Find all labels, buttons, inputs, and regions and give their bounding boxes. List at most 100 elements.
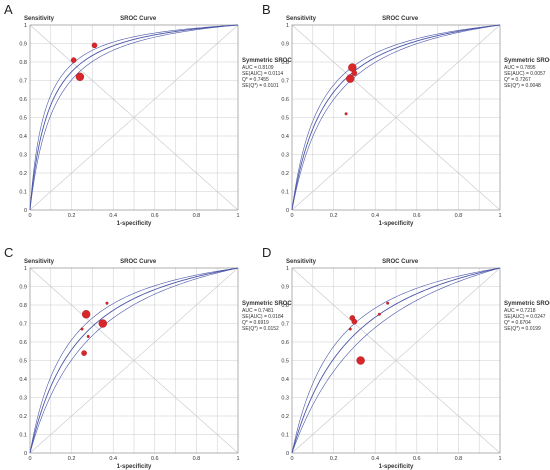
sroc-curve (29, 267, 239, 454)
data-point (346, 74, 355, 83)
x-tick-label: 0.2 (330, 456, 338, 462)
x-axis-label: 1-specificity (379, 221, 414, 227)
data-point (81, 350, 87, 356)
y-tick-label: 0.3 (19, 396, 27, 402)
x-tick-label: 0.8 (455, 456, 463, 462)
chart-panel-c: C10.90.80.70.60.50.40.30.20.100 0.2 0.4 0.6… (4, 245, 292, 470)
y-tick-label: 0.3 (281, 396, 289, 402)
data-point (386, 301, 390, 305)
y-tick-label: 0.4 (19, 134, 27, 140)
x-tick-label: 1 (236, 213, 239, 219)
chart-title: SROC Curve (382, 16, 419, 22)
x-axis-label: 1-specificity (117, 221, 152, 227)
data-point (81, 310, 91, 319)
data-point (344, 112, 348, 116)
x-tick-label: 0.4 (109, 456, 117, 462)
sroc-ci-lower-curve (291, 24, 501, 211)
x-tick-label: 0.6 (151, 213, 159, 219)
y-tick-label: 0.3 (19, 153, 27, 159)
stats-line: SE(Q*) = 0.0048 (504, 83, 541, 89)
y-tick-label: 1 (24, 266, 27, 272)
y-tick-label: 0.6 (281, 97, 289, 103)
x-tick-label: 1 (236, 456, 239, 462)
y-axis-label: Sensitivity (24, 259, 55, 265)
y-tick-label: 1 (286, 266, 289, 272)
sroc-curve (29, 24, 239, 211)
data-point (351, 70, 358, 76)
y-axis-label: Sensitivity (24, 16, 55, 22)
x-tick-label: 0.2 (68, 456, 76, 462)
stats-line: Q* = 0.6919 (242, 320, 269, 326)
data-point (75, 72, 85, 82)
data-point (348, 327, 352, 331)
x-tick-label: 1 (498, 213, 501, 219)
x-tick-label: 0.8 (193, 456, 201, 462)
plot-frame (29, 267, 239, 454)
x-tick-label: 0 (28, 213, 31, 219)
chart-title: SROC Curve (382, 259, 419, 265)
stats-line: SE(Q*) = 0.0101 (242, 83, 279, 89)
y-tick-label: 0.6 (19, 97, 27, 103)
y-tick-label: 0.1 (19, 433, 27, 439)
data-point (80, 327, 84, 331)
y-tick-label: 0.1 (19, 190, 27, 196)
plot-frame (29, 24, 239, 211)
data-point (348, 63, 357, 72)
data-point (91, 42, 98, 49)
x-tick-label: 0.6 (413, 213, 421, 219)
y-tick-label: 0.7 (19, 322, 27, 328)
y-tick-label: 0.5 (19, 359, 27, 365)
y-tick-label: 0.2 (19, 414, 27, 420)
x-tick-label: 0.4 (371, 213, 379, 219)
y-axis-label: Sensitivity (286, 259, 317, 265)
y-tick-label: 0.8 (281, 303, 289, 309)
data-point (356, 356, 365, 365)
y-tick-label: 0.2 (19, 171, 27, 177)
y-tick-label: 0 (24, 451, 27, 457)
sroc-curve (291, 24, 501, 211)
y-tick-label: 0.9 (19, 42, 27, 48)
stats-line: Q* = 0.6704 (504, 320, 531, 326)
y-tick-label: 0.7 (19, 79, 27, 85)
y-tick-label: 0.7 (281, 322, 289, 328)
y-tick-label: 0.2 (281, 171, 289, 177)
x-tick-label: 0.2 (68, 213, 76, 219)
stats-line: Q* = 0.7267 (504, 77, 531, 83)
x-axis-label: 1-specificity (117, 464, 152, 470)
stats-title: Symmetric SROC (504, 301, 550, 307)
q-star-diagonal (29, 267, 239, 454)
panel-letter: A (4, 2, 13, 17)
y-tick-label: 0.7 (281, 79, 289, 85)
plot-frame (291, 24, 501, 211)
x-tick-label: 0.4 (109, 213, 117, 219)
x-tick-label: 0 (290, 456, 293, 462)
y-tick-label: 0.8 (19, 60, 27, 66)
chart-panel-d: D 1 0.9 0.8 0.7 0.6 0.5 0.4 0.3 0.2 0.1 00 0.2 0.4 0.6… (262, 245, 550, 470)
x-tick-label: 0 (290, 213, 293, 219)
stats-title: Symmetric SROC (504, 58, 550, 64)
stats-line: SE(AUC) = 0.0247 (504, 314, 546, 320)
x-tick-label: 0.6 (151, 456, 159, 462)
sroc-ci-lower-curve (29, 24, 239, 211)
stats-line: SE(Q*) = 0.0199 (504, 326, 541, 332)
stats-title: Symmetric SROC (242, 301, 292, 307)
q-star-diagonal (29, 24, 239, 211)
sroc-curve (291, 267, 501, 454)
y-tick-label: 0.8 (281, 60, 289, 66)
y-tick-label: 0 (286, 451, 289, 457)
stats-line: SE(AUC) = 0.0057 (504, 71, 546, 77)
panel-letter: C (4, 245, 13, 260)
y-tick-label: 0.6 (19, 340, 27, 346)
y-tick-label: 0.6 (281, 340, 289, 346)
q-star-diagonal (291, 24, 501, 211)
data-point (98, 319, 108, 328)
y-tick-label: 0.9 (281, 285, 289, 291)
y-tick-label: 0.4 (281, 377, 289, 383)
stats-line: AUC = 0.7481 (242, 308, 274, 314)
panel-letter: D (262, 245, 271, 260)
y-tick-label: 0 (286, 208, 289, 214)
x-tick-label: 0.8 (455, 213, 463, 219)
y-tick-label: 0.1 (281, 433, 289, 439)
y-tick-label: 0.3 (281, 153, 289, 159)
